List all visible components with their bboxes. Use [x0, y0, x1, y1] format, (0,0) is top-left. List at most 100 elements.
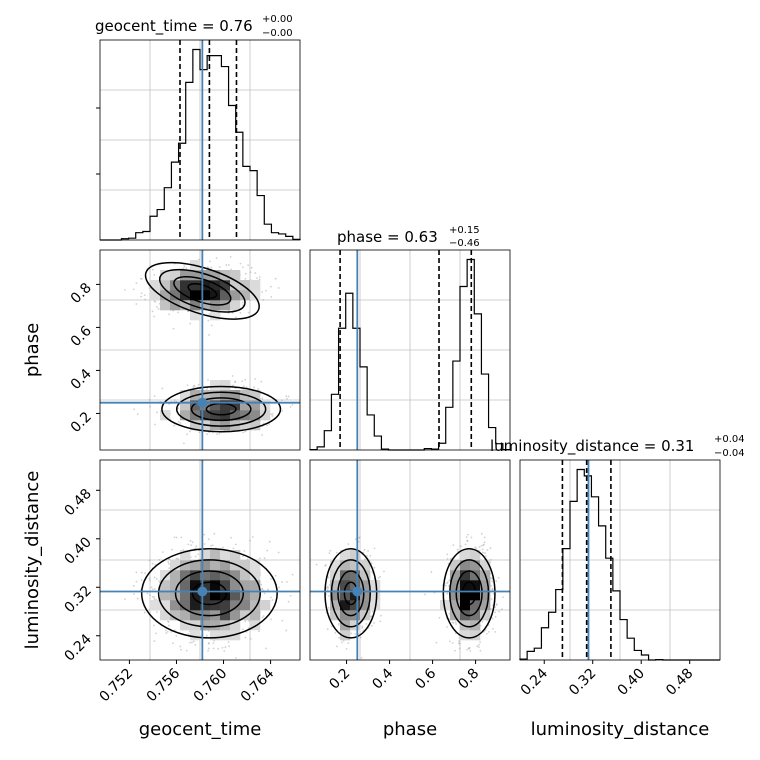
scatter-point — [261, 397, 264, 400]
scatter-point — [180, 648, 182, 651]
scatter-point — [205, 634, 208, 637]
scatter-point — [494, 630, 497, 633]
scatter-point — [153, 273, 156, 276]
density-cell — [210, 410, 221, 421]
scatter-point — [383, 570, 385, 573]
title-luminosity-distance-plus: +0.04 — [714, 434, 745, 445]
scatter-point — [239, 262, 242, 265]
density-cell — [360, 600, 371, 611]
scatter-point — [478, 643, 480, 646]
density-cell — [230, 400, 241, 411]
density-cell — [340, 570, 351, 581]
scatter-point — [281, 410, 284, 412]
scatter-point — [261, 588, 264, 590]
yticks-luminosity-distance: 0.240.320.400.48 — [61, 486, 100, 665]
scatter-point — [494, 611, 496, 614]
density-cell — [240, 420, 251, 431]
scatter-point — [469, 650, 472, 652]
density-cell — [210, 280, 221, 291]
title-phase-plus: +0.15 — [449, 225, 480, 236]
density-cell — [480, 590, 491, 601]
scatter-point — [247, 264, 250, 267]
xtick-label: 0.6 — [412, 665, 439, 692]
scatter-point — [146, 592, 149, 595]
density-cell — [170, 560, 181, 571]
density-cell — [370, 590, 381, 601]
scatter-point — [265, 647, 267, 650]
density-cell — [350, 620, 361, 631]
contour-line — [140, 548, 278, 639]
scatter-point — [171, 548, 173, 551]
density-cell — [160, 570, 171, 581]
panel-frame — [99, 39, 301, 241]
scatter-point — [482, 544, 485, 547]
scatter-point — [212, 661, 214, 663]
density-cell — [240, 570, 251, 581]
density-cell — [230, 390, 241, 401]
scatter-point — [165, 629, 167, 632]
ytick-label: 0.48 — [61, 486, 94, 519]
scatter-point — [149, 579, 151, 582]
density-cell — [180, 390, 191, 401]
density-cell — [190, 310, 201, 321]
density-cell — [210, 390, 221, 401]
density-cell — [190, 290, 201, 301]
scatter-point — [373, 622, 375, 624]
scatter-point — [207, 379, 209, 381]
scatter-point — [289, 594, 292, 597]
scatter-point — [150, 586, 153, 589]
scatter-point — [241, 380, 243, 383]
scatter-point — [325, 587, 328, 590]
scatter-point — [144, 572, 147, 575]
scatter-point — [227, 641, 230, 643]
scatter-point — [208, 334, 211, 336]
scatter-point — [452, 544, 455, 547]
scatter-point — [338, 636, 341, 639]
scatter-point — [168, 403, 171, 405]
contour-line — [330, 559, 371, 628]
scatter-point — [234, 543, 237, 546]
scatter-point — [177, 407, 180, 410]
xtick-label: 0.752 — [97, 666, 137, 706]
density-cell — [250, 610, 261, 621]
scatter-point — [180, 536, 183, 539]
scatter-point — [185, 267, 188, 269]
scatter-point — [135, 303, 138, 305]
scatter-point — [262, 298, 265, 301]
scatter-point — [484, 555, 487, 557]
scatter-point — [198, 431, 201, 434]
scatter-point — [218, 432, 221, 435]
scatter-point — [482, 543, 485, 546]
density-cell — [220, 570, 231, 581]
scatter-point — [241, 301, 244, 304]
hist-step — [100, 48, 301, 241]
scatter-point — [254, 378, 257, 380]
scatter-point — [246, 558, 249, 561]
scatter-point — [335, 551, 338, 554]
density-cell — [450, 590, 461, 601]
scatter-point — [369, 554, 372, 557]
scatter-point — [371, 610, 374, 613]
ytick-label: 0.6 — [68, 323, 95, 350]
scatter-point — [166, 630, 169, 633]
scatter-point — [219, 266, 221, 268]
density-cell — [190, 420, 201, 431]
scatter-point — [485, 632, 488, 635]
scatter-point — [235, 316, 237, 319]
scatter-point — [467, 647, 470, 650]
scatter-point — [173, 399, 176, 402]
density-cell — [160, 300, 171, 311]
contour-line — [157, 559, 261, 628]
density-cell — [180, 560, 191, 571]
ytick-label: 0.4 — [68, 366, 95, 393]
scatter-point — [363, 548, 366, 551]
density-cell — [220, 280, 231, 291]
scatter-point — [165, 632, 168, 635]
scatter-point — [271, 415, 274, 417]
scatter-point — [186, 384, 189, 387]
density-cell — [460, 600, 471, 611]
scatter-point — [370, 562, 373, 565]
scatter-point — [151, 596, 154, 598]
truth-point — [352, 586, 363, 597]
scatter-point — [140, 571, 143, 574]
